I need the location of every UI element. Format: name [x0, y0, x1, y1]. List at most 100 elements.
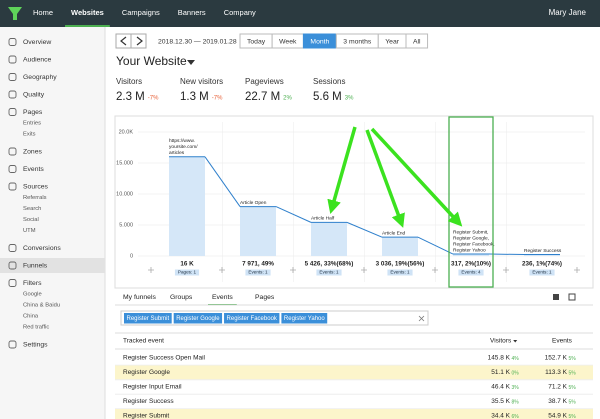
metric-label: Pageviews	[245, 77, 284, 86]
step-label: https://www.	[169, 138, 195, 144]
step-label: Register Submit,	[453, 229, 488, 235]
nav-arrow-button[interactable]	[115, 33, 132, 49]
sidebar-item[interactable]: Quality	[23, 91, 45, 98]
sidebar-subitem[interactable]: UTM	[23, 228, 36, 234]
sidebar-icon	[8, 182, 17, 191]
nav-item[interactable]: Websites	[71, 8, 104, 17]
add-step-icon[interactable]	[432, 267, 438, 273]
sidebar-item[interactable]: Events	[23, 166, 44, 173]
sidebar-subitem[interactable]: China	[23, 314, 39, 320]
date-range[interactable]: 2018.12.30 — 2019.01.28	[158, 38, 237, 45]
filter-tag[interactable]	[281, 313, 328, 324]
sidebar-item[interactable]: Filters	[23, 280, 42, 287]
nav-arrow-button[interactable]	[130, 33, 147, 49]
period-label[interactable]: All	[413, 38, 421, 45]
event-name[interactable]: Register Submit	[123, 413, 169, 419]
sidebar-item[interactable]: Overview	[23, 39, 51, 46]
visitors-change: 4%	[512, 356, 520, 362]
period-label[interactable]: Today	[247, 38, 266, 45]
clear-icon[interactable]	[418, 315, 425, 322]
sidebar-item[interactable]: Sources	[23, 183, 49, 190]
add-step-icon[interactable]	[361, 267, 367, 273]
step-value-label: 7 971, 49%	[242, 261, 274, 268]
add-step-icon[interactable]	[503, 267, 509, 273]
arrow-icon	[136, 36, 143, 46]
logo[interactable]	[8, 7, 22, 20]
nav-item[interactable]: Company	[224, 8, 256, 17]
period-label[interactable]: Week	[279, 38, 297, 45]
table-header[interactable]: Events	[552, 338, 573, 345]
tab[interactable]: Events	[212, 294, 233, 301]
sidebar	[0, 27, 105, 419]
sidebar-subitem[interactable]: Red traffic	[23, 325, 49, 331]
filter-tag[interactable]	[173, 313, 223, 324]
sidebar-item[interactable]: Geography	[23, 74, 57, 81]
sidebar-item[interactable]: Zones	[23, 148, 42, 155]
add-step-icon[interactable]	[148, 267, 154, 273]
event-name[interactable]: Register Google	[123, 369, 170, 376]
event-name[interactable]: Register Success	[123, 398, 174, 405]
table-header[interactable]: Visitors	[490, 338, 512, 345]
step-label: Article Half	[311, 216, 335, 222]
tab[interactable]: My funnels	[123, 294, 156, 301]
save-icon[interactable]	[553, 294, 559, 300]
sidebar-subitem[interactable]: Social	[23, 217, 39, 223]
tab[interactable]: Groups	[170, 294, 193, 301]
y-tick-label: 10.000	[116, 191, 133, 197]
nav-active-indicator	[65, 25, 110, 27]
export-icon[interactable]	[568, 293, 576, 301]
period-label[interactable]: 3 months	[343, 38, 372, 45]
add-step-icon[interactable]	[290, 267, 296, 273]
sidebar-icon	[8, 38, 17, 46]
period-label[interactable]: Year	[385, 38, 399, 45]
sidebar-subitem[interactable]: China & Baidu	[23, 303, 60, 309]
filter-tag[interactable]	[224, 313, 280, 324]
funnel-connector	[417, 236, 454, 255]
filter-tag-label[interactable]: Register Yahoo	[284, 316, 325, 322]
period-button[interactable]	[405, 33, 429, 49]
sidebar-subitem[interactable]: Referrals	[23, 195, 47, 201]
y-tick-label: 15.000	[116, 160, 133, 166]
sidebar-item[interactable]: Pages	[23, 109, 43, 116]
sidebar-subitem[interactable]: Search	[23, 206, 41, 212]
filter-tag-label[interactable]: Register Submit	[127, 316, 170, 322]
period-label[interactable]: Month	[310, 38, 329, 45]
sort-indicator	[513, 340, 518, 343]
event-name[interactable]: Register Input Email	[123, 384, 182, 391]
step-badge: Events: 1	[390, 270, 410, 275]
add-step-icon[interactable]	[574, 267, 580, 273]
sidebar-subitem[interactable]: Exits	[23, 132, 36, 138]
sidebar-subitem[interactable]: Entries	[23, 121, 41, 127]
metric-change: 2%	[283, 96, 292, 102]
tab[interactable]: Pages	[255, 294, 275, 301]
funnel-bar	[453, 254, 489, 256]
step-label: Article Open	[240, 200, 267, 206]
step-badge: Events: 1	[319, 270, 339, 275]
sidebar-item[interactable]: Conversions	[23, 245, 61, 252]
step-badge-bg	[387, 269, 413, 276]
sidebar-item[interactable]: Audience	[23, 56, 52, 63]
top-nav	[0, 0, 600, 27]
filter-tag-label[interactable]: Register Facebook	[227, 316, 278, 322]
nav-item[interactable]: Campaigns	[122, 8, 160, 17]
sidebar-subitem[interactable]: Google	[23, 292, 42, 298]
nav-item[interactable]: Home	[33, 8, 53, 17]
nav-item[interactable]: Banners	[178, 8, 206, 17]
user-name[interactable]: Mary Jane	[549, 8, 587, 17]
sidebar-item[interactable]: Settings	[23, 341, 48, 348]
site-title[interactable]: Your Website	[116, 54, 187, 68]
filter-tag[interactable]	[124, 313, 172, 324]
sidebar-icon	[8, 340, 17, 349]
filter-tag-label[interactable]: Register Google	[176, 316, 220, 322]
step-label: yoursite.com/	[169, 144, 198, 150]
dropdown-caret[interactable]	[187, 60, 195, 65]
sidebar-item[interactable]: Funnels	[23, 262, 48, 269]
add-step-icon[interactable]	[219, 267, 225, 273]
funnel-bar	[311, 222, 347, 256]
sidebar-icon	[8, 73, 17, 81]
sidebar-active	[0, 258, 105, 273]
event-name[interactable]: Register Success Open Mail	[123, 355, 206, 362]
visitors-change: 6%	[512, 414, 520, 419]
row-highlight	[115, 365, 593, 380]
sidebar-icon	[8, 244, 17, 252]
